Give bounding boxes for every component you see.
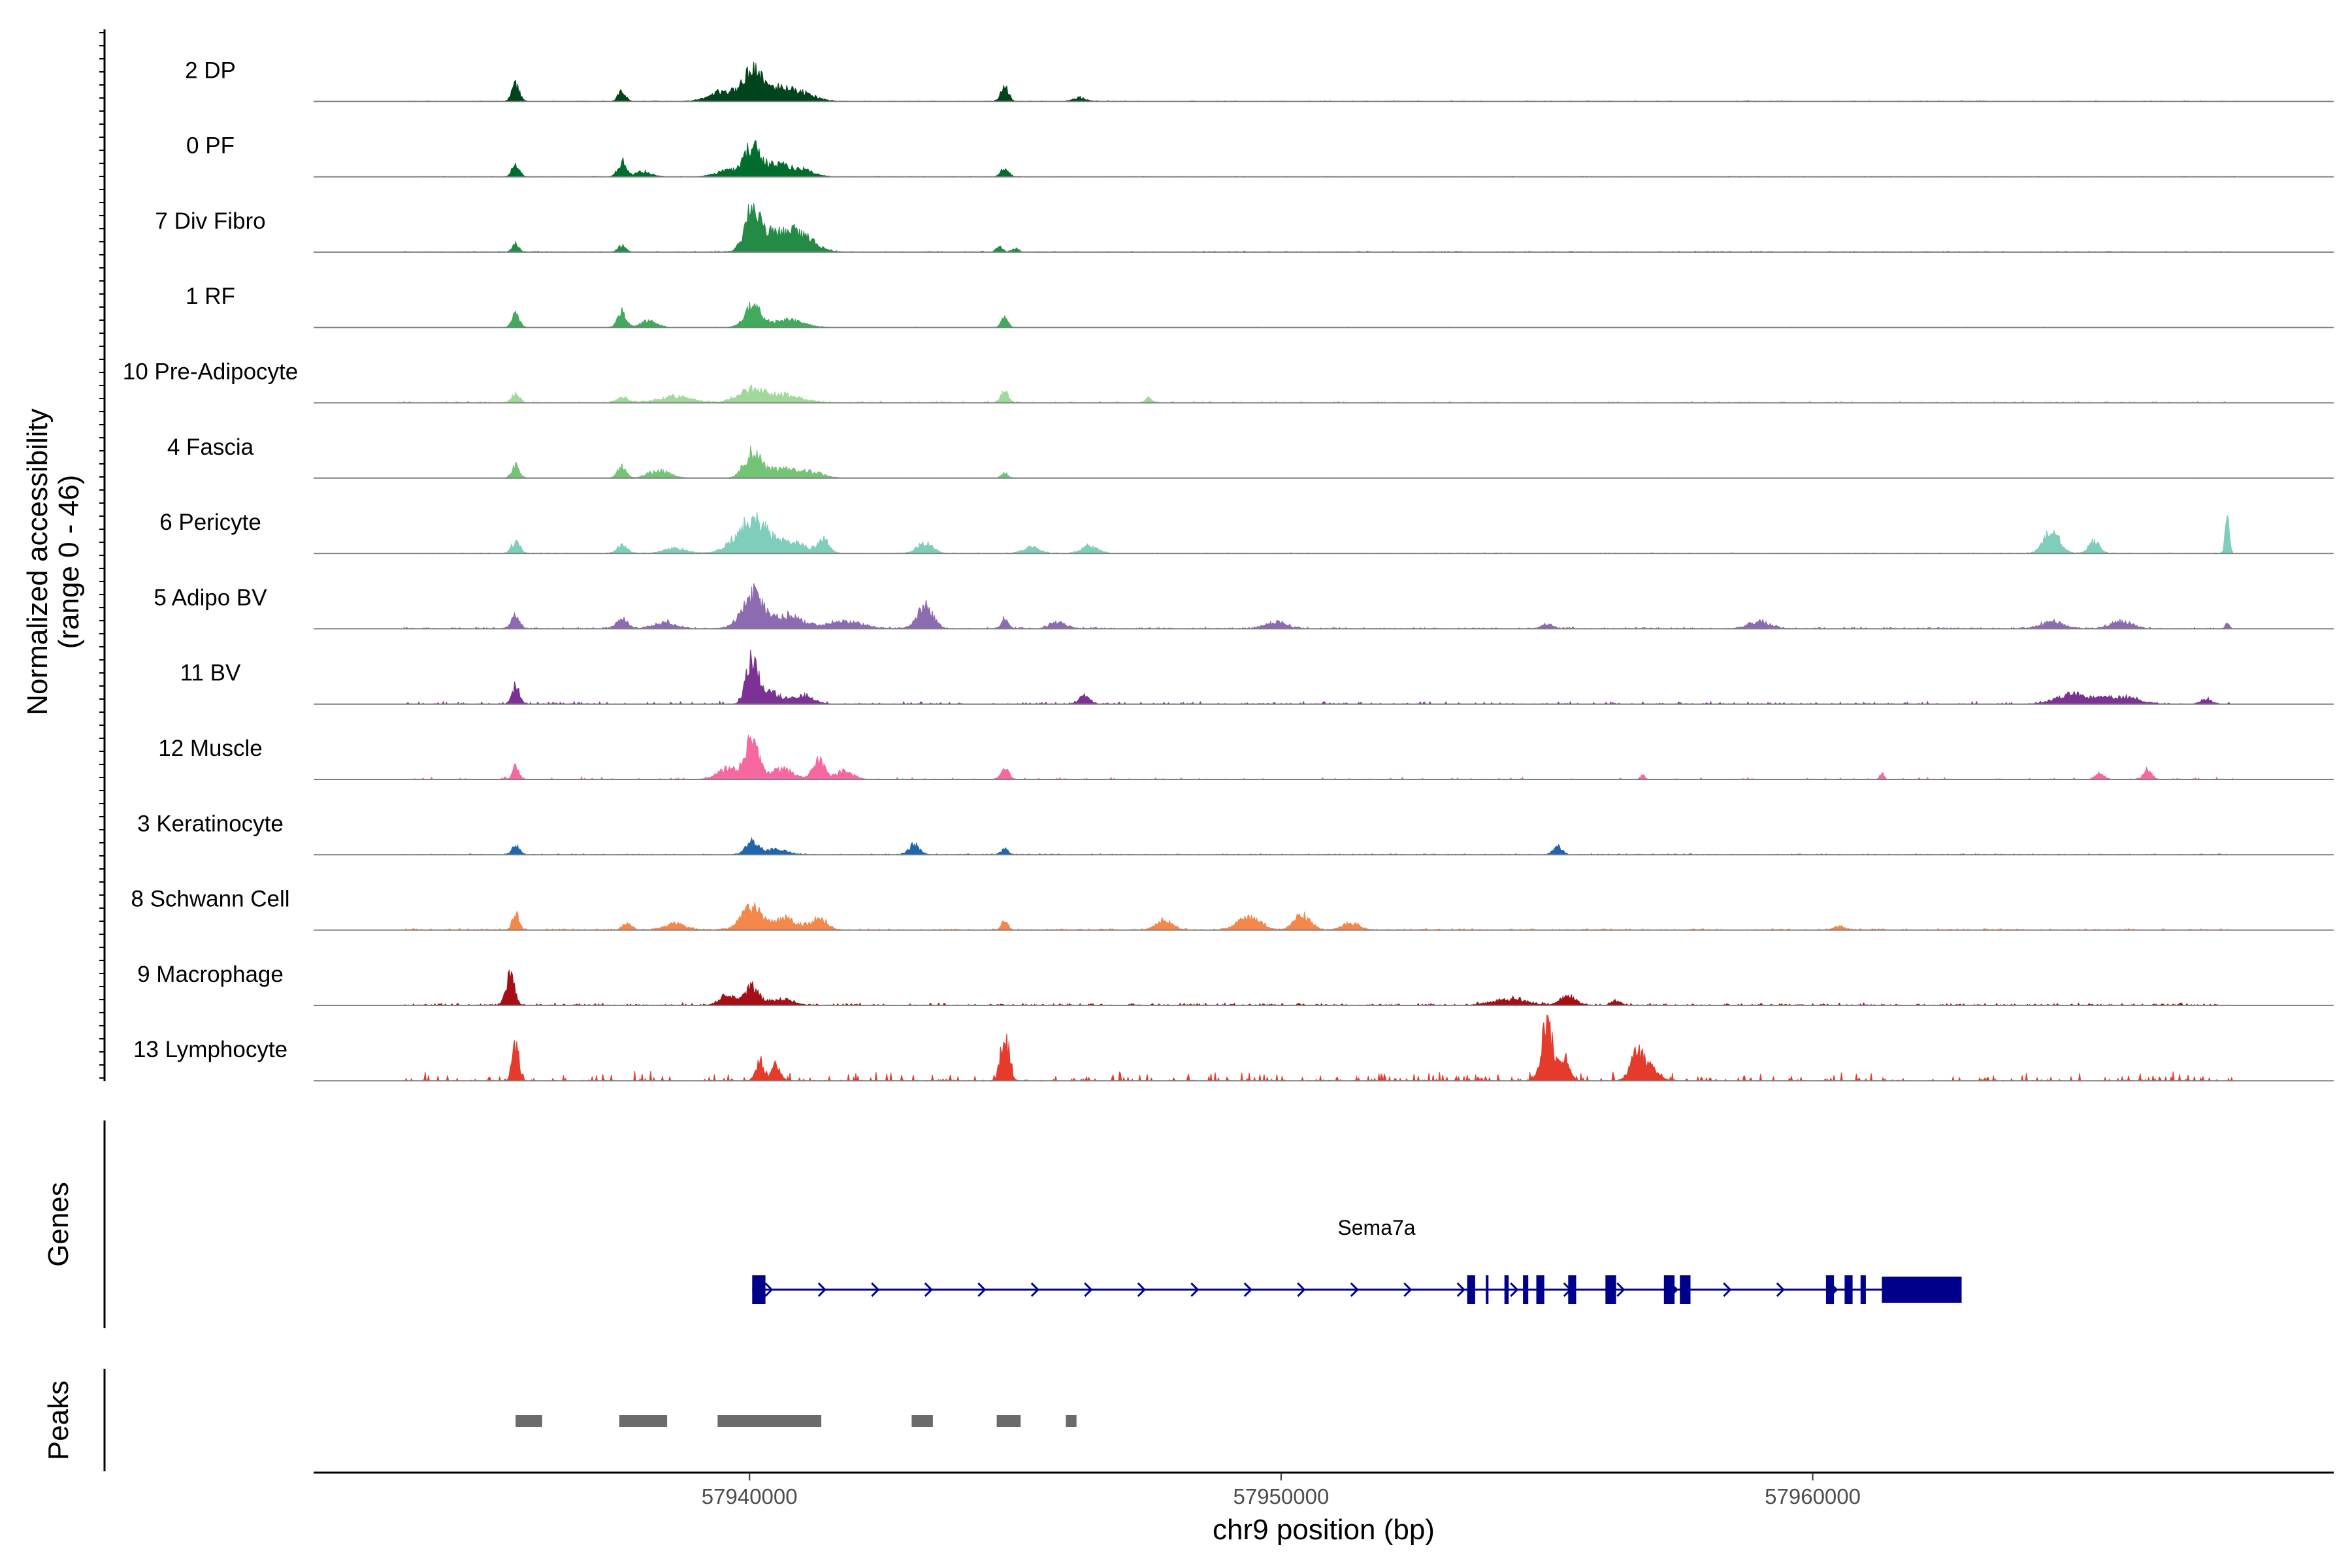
track-7-div-fibro — [314, 203, 2334, 253]
track-label: 8 Schwann Cell — [131, 887, 289, 912]
track-label: 0 PF — [186, 133, 235, 159]
coverage-area-8-schwann-cell — [403, 902, 2233, 931]
track-1-rf — [314, 301, 2334, 329]
coverage-area-7-div-fibro — [402, 203, 2238, 253]
coverage-area-9-macrophage — [402, 969, 2233, 1006]
gene-exon — [1486, 1275, 1489, 1304]
track-8-schwann-cell — [314, 902, 2334, 931]
strand-arrow-icon — [1030, 1282, 1039, 1298]
strand-arrow-icon — [1297, 1282, 1306, 1298]
track-label: 4 Fascia — [167, 434, 254, 460]
gene-track — [752, 1275, 1962, 1304]
strand-arrow-icon — [1456, 1282, 1465, 1298]
peak-region — [911, 1415, 933, 1427]
track-2-dp — [314, 61, 2334, 103]
strand-arrow-icon — [1403, 1282, 1413, 1298]
track-10-pre-adipocyte — [314, 384, 2334, 404]
gene-exon — [1844, 1275, 1853, 1304]
track-label: 5 Adipo BV — [154, 585, 267, 610]
gene-exon — [1825, 1275, 1835, 1304]
gene-exon — [752, 1275, 766, 1304]
strand-arrow-icon — [1776, 1282, 1785, 1298]
gene-exon — [1467, 1275, 1475, 1304]
genes-panel-label: Genes — [42, 1182, 74, 1267]
track-label: 11 BV — [180, 661, 241, 686]
x-tick-label: 57960000 — [1765, 1484, 1861, 1509]
coverage-area-6-pericyte — [403, 512, 2233, 554]
x-tick-label: 57940000 — [702, 1484, 798, 1509]
x-axis-ticks: 57940000 57950000 57960000 — [702, 1473, 1861, 1509]
track-9-macrophage — [314, 969, 2334, 1006]
coverage-tracks — [314, 61, 2334, 1083]
peak-region — [515, 1415, 542, 1427]
track-12-muscle — [314, 734, 2334, 780]
coverage-area-0-pf — [403, 140, 2238, 178]
gene-exon — [1663, 1275, 1675, 1304]
strand-arrow-icon — [1137, 1282, 1146, 1298]
strand-arrow-icon — [924, 1282, 933, 1298]
strand-arrow-icon — [1243, 1282, 1252, 1298]
strand-arrow-icon — [1350, 1282, 1359, 1298]
coverage-area-12-muscle — [404, 734, 2233, 780]
track-label: 10 Pre-Adipocyte — [123, 359, 298, 385]
gene-exon — [1605, 1275, 1616, 1304]
strand-arrow-icon — [1616, 1282, 1625, 1298]
track-label: 3 Keratinocyte — [137, 811, 284, 836]
track-labels: 2 DP 0 PF 7 Div Fibro 1 RF 10 Pre-Adipocyte 4… — [123, 57, 298, 1062]
track-0-pf — [314, 140, 2334, 178]
coverage-area-4-fascia — [404, 445, 2238, 479]
track-label: 9 Macrophage — [137, 962, 284, 987]
x-tick-label: 57950000 — [1233, 1484, 1329, 1509]
y-axis-title-line2: (range 0 - 46) — [53, 475, 85, 649]
peak-region — [717, 1415, 822, 1427]
gene-exon — [1882, 1277, 1962, 1303]
gene-exon — [1536, 1275, 1544, 1304]
gene-exon — [1860, 1275, 1866, 1304]
track-5-adipo-bv — [314, 583, 2334, 630]
peak-region — [996, 1415, 1021, 1427]
strand-arrow-icon — [977, 1282, 987, 1298]
track-label: 12 Muscle — [158, 736, 263, 761]
coverage-area-3-keratinocyte — [403, 836, 2233, 855]
y-axis-title-line1: Normalized accessibility — [22, 408, 54, 715]
x-axis-title: chr9 position (bp) — [1213, 1514, 1435, 1546]
strand-arrow-icon — [764, 1282, 774, 1298]
coverage-area-2-dp — [403, 61, 2238, 102]
gene-exon — [1680, 1275, 1691, 1304]
strand-arrow-icon — [871, 1282, 880, 1298]
strand-arrow-icon — [1723, 1282, 1732, 1298]
peak-track — [515, 1415, 1077, 1427]
coverage-y-ticks — [99, 32, 105, 1079]
gene-exon — [1523, 1275, 1529, 1304]
peaks-panel-label: Peaks — [42, 1380, 74, 1460]
track-11-bv — [314, 649, 2334, 705]
gene-exon — [1568, 1275, 1576, 1304]
track-label: 6 Pericyte — [159, 510, 261, 535]
track-label: 1 RF — [186, 284, 235, 309]
track-label: 7 Div Fibro — [155, 208, 265, 234]
track-4-fascia — [314, 445, 2334, 479]
gene-name-label: Sema7a — [1337, 1216, 1415, 1239]
track-label: 2 DP — [185, 57, 236, 83]
coverage-area-13-lymphocyte — [404, 1015, 2234, 1083]
coverage-area-1-rf — [404, 301, 2238, 328]
coverage-area-5-adipo-bv — [403, 583, 2233, 630]
coverage-area-10-pre-adipocyte — [393, 384, 2238, 404]
track-label: 13 Lymphocyte — [133, 1037, 287, 1062]
track-6-pericyte — [314, 512, 2334, 555]
gene-exon — [1504, 1275, 1509, 1304]
strand-arrow-icon — [1510, 1282, 1519, 1298]
peak-region — [1066, 1415, 1077, 1427]
strand-arrow-icon — [1084, 1282, 1093, 1298]
track-13-lymphocyte — [314, 1015, 2334, 1083]
coverage-area-11-bv — [403, 649, 2233, 705]
strand-arrow-icon — [817, 1282, 826, 1298]
peak-region — [619, 1415, 668, 1427]
track-3-keratinocyte — [314, 836, 2334, 856]
strand-arrow-icon — [1190, 1282, 1200, 1298]
